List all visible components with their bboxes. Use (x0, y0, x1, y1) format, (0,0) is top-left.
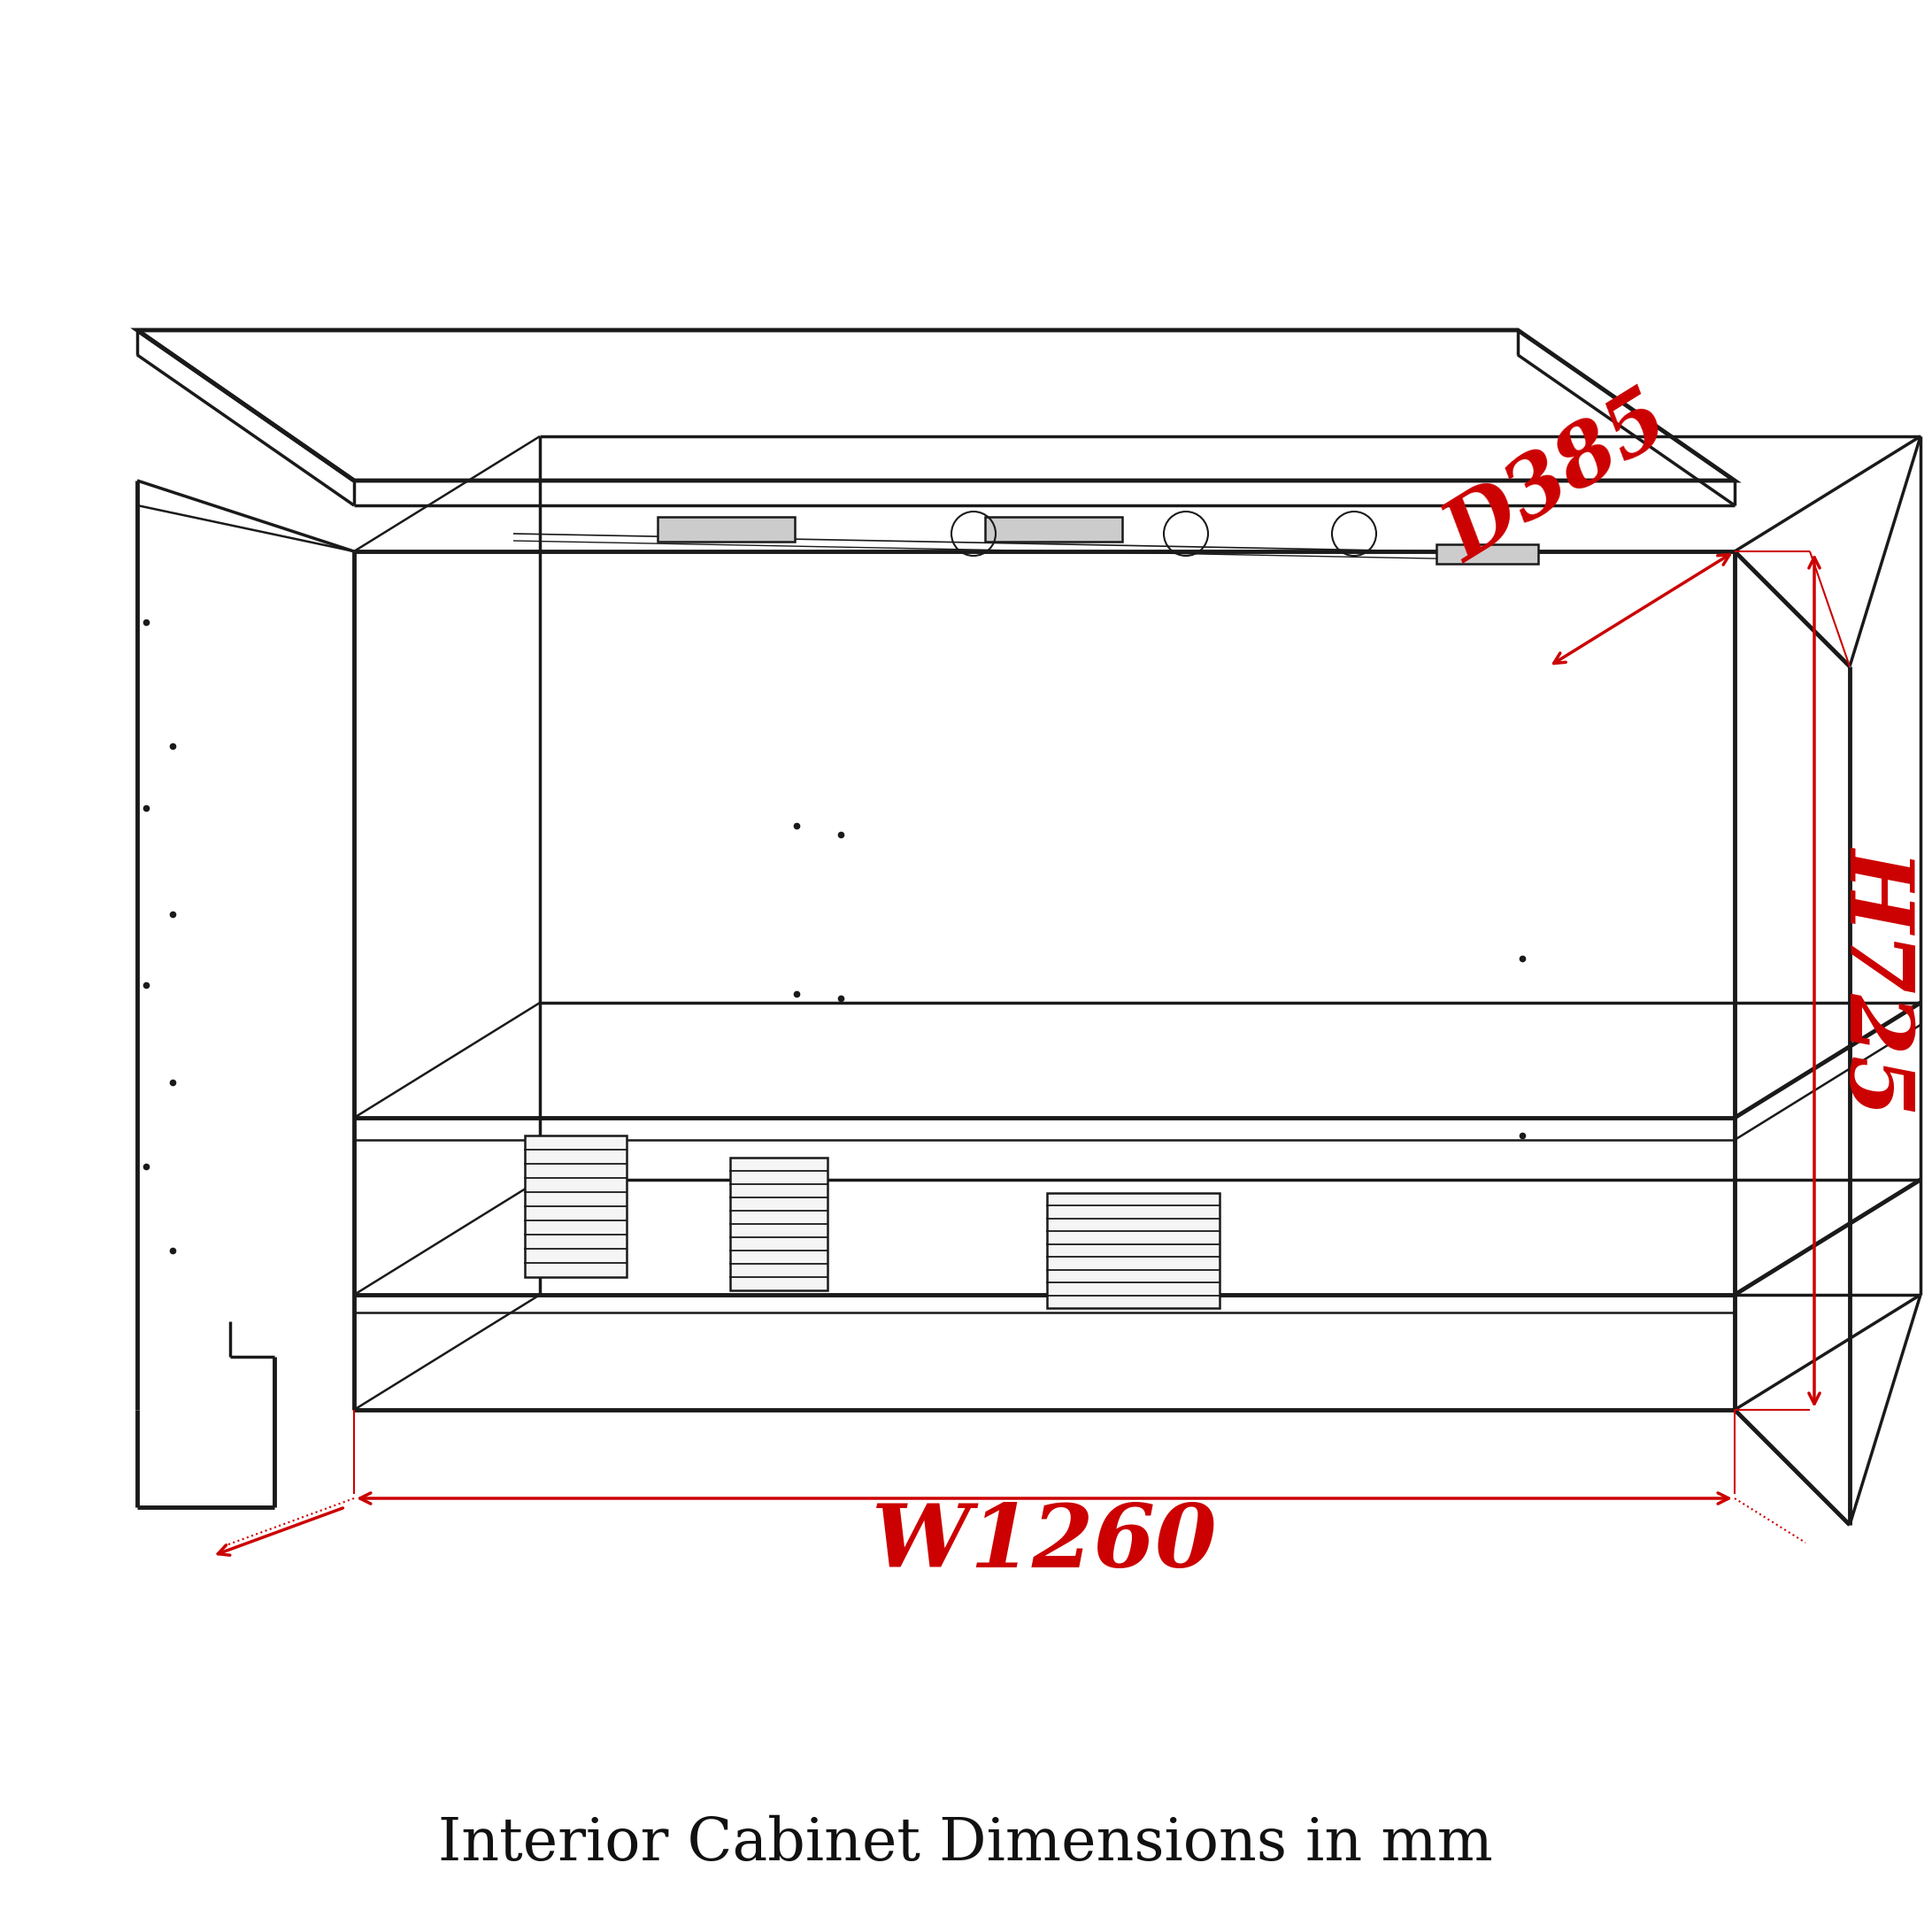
Text: D385: D385 (1432, 381, 1683, 578)
Bar (657, 518, 794, 541)
Bar (985, 518, 1122, 541)
Bar (730, 1157, 827, 1291)
Text: Interior Cabinet Dimensions in mm: Interior Cabinet Dimensions in mm (439, 1814, 1493, 1872)
Bar (1047, 1192, 1219, 1308)
Bar (524, 1136, 626, 1277)
Text: W1260: W1260 (871, 1499, 1217, 1586)
Text: H725: H725 (1833, 846, 1918, 1115)
Bar (1435, 545, 1538, 564)
